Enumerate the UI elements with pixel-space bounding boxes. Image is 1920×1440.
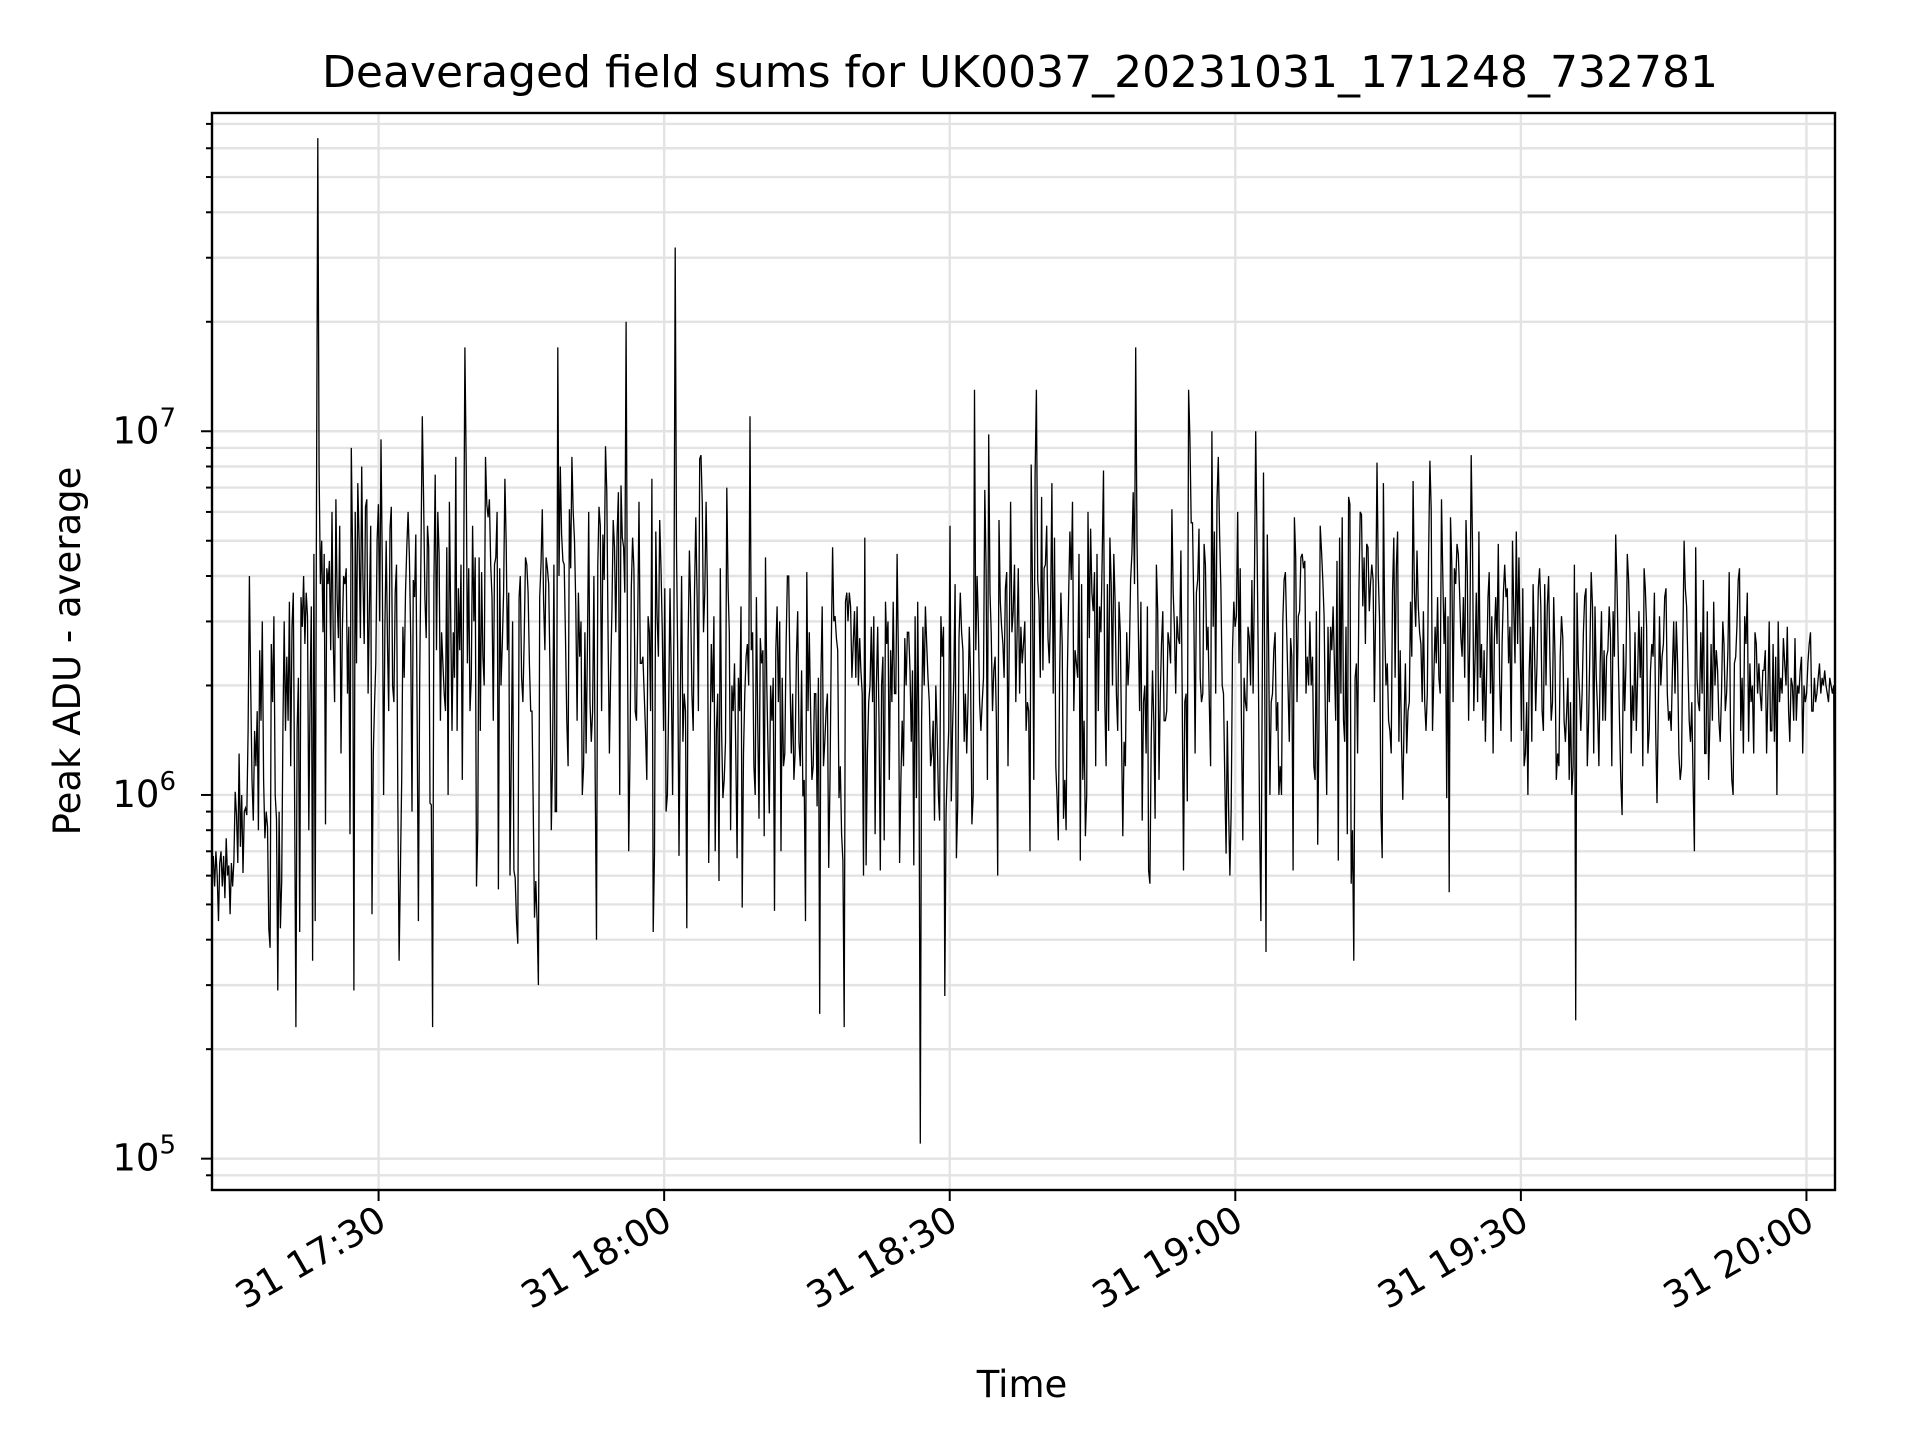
plot-area — [211, 138, 1836, 1144]
series-line — [211, 138, 1836, 1144]
y-axis-label: Peak ADU - average — [46, 467, 89, 836]
grid — [212, 113, 1835, 1190]
y-axis: 105 106 107 — [112, 122, 212, 1180]
plot-frame — [210, 111, 1837, 1192]
chart-title: Deaveraged field sums for UK0037_2023103… — [322, 47, 1718, 98]
y-tick-label: 107 — [112, 403, 176, 452]
y-tick-label: 105 — [112, 1131, 176, 1180]
x-axis-label: Time — [976, 1363, 1068, 1406]
y-tick-label: 106 — [112, 767, 176, 816]
